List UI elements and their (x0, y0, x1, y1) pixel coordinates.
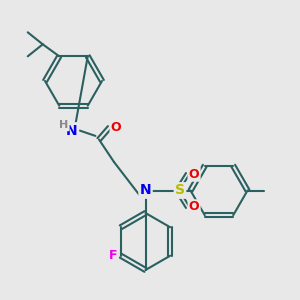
Text: O: O (111, 121, 122, 134)
Text: N: N (140, 184, 151, 197)
Text: O: O (189, 200, 200, 214)
Text: O: O (189, 167, 200, 181)
Text: S: S (175, 184, 185, 197)
Text: N: N (66, 124, 78, 137)
Text: F: F (109, 249, 118, 262)
Text: H: H (59, 120, 68, 130)
